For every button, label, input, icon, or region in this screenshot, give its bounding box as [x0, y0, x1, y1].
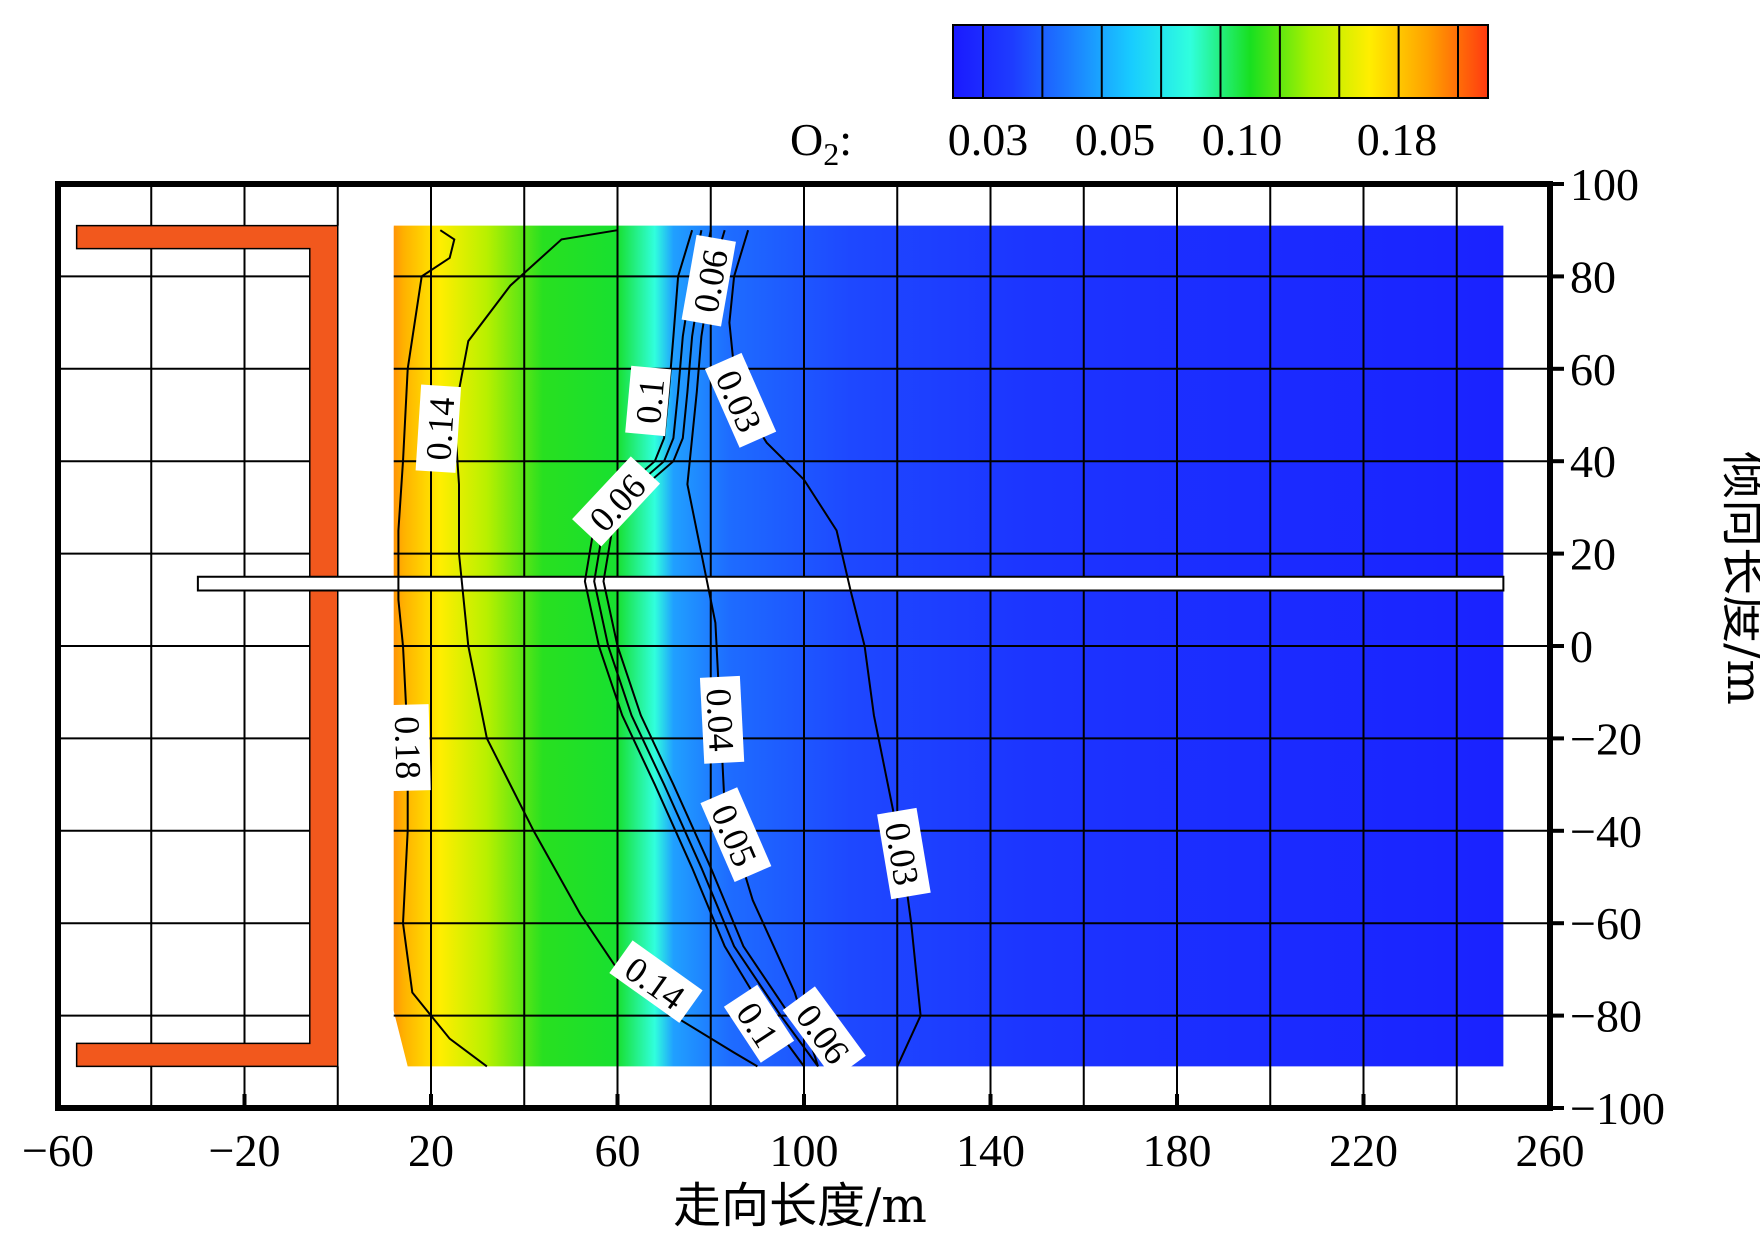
x-tick-label: −60 — [22, 1125, 94, 1176]
colorbar-tick-labels: 0.03 0.05 0.10 0.18 — [948, 114, 1438, 165]
contour-line-0.04 — [686, 229, 819, 1067]
contour-label-text: 0.04 — [699, 687, 742, 752]
colorbar-tick-label: 0.18 — [1357, 114, 1438, 165]
x-tick-label: 20 — [408, 1125, 454, 1176]
contour-label-0.1: 0.1 — [625, 365, 672, 437]
x-tick-label: 260 — [1516, 1125, 1585, 1176]
colorbar-tick-label: 0.05 — [1075, 114, 1156, 165]
y-tick-label: −60 — [1570, 898, 1642, 949]
contour-line-0.06 — [593, 230, 819, 1067]
y-axis-title: 倾向长度/m — [1716, 451, 1760, 705]
contour-labels: 0.180.140.140.10.10.060.060.060.050.040.… — [387, 234, 931, 1080]
x-tick-label: 220 — [1329, 1125, 1398, 1176]
working-face-roadway — [75, 224, 339, 1068]
contour-line-0.1 — [583, 229, 805, 1067]
x-tick-label: −20 — [209, 1125, 281, 1176]
colorbar-tick-label: 0.10 — [1202, 114, 1283, 165]
contour-label-0.14: 0.14 — [415, 384, 462, 473]
contour-label-0.06: 0.06 — [572, 456, 661, 547]
contour-label-text: 0.14 — [418, 396, 462, 461]
contour-label-0.04: 0.04 — [699, 675, 745, 764]
x-tick-label: 100 — [770, 1125, 839, 1176]
colorbar-title: O2: — [790, 114, 852, 172]
colorbar-dividers — [982, 25, 1459, 98]
y-tick-label: 20 — [1570, 529, 1616, 580]
contour-label-0.18: 0.18 — [387, 704, 431, 792]
y-tick-label: −80 — [1570, 991, 1642, 1042]
colorbar-quantity: O — [790, 114, 823, 165]
contour-line-0.18 — [397, 229, 488, 1068]
colorbar-subscript: 2 — [823, 136, 839, 172]
y-tick-label: −20 — [1570, 713, 1642, 764]
y-tick-label: 100 — [1570, 159, 1639, 210]
x-tick-label: 60 — [595, 1125, 641, 1176]
contour-label-text: 0.1 — [628, 377, 672, 425]
grid-lines — [58, 184, 1550, 1108]
y-tick-label: −100 — [1570, 1083, 1665, 1134]
colorbar-tick-label: 0.03 — [948, 114, 1029, 165]
x-tick-label: 180 — [1143, 1125, 1212, 1176]
y-tick-label: 80 — [1570, 251, 1616, 302]
y-tick-label: 60 — [1570, 344, 1616, 395]
y-tick-label: 40 — [1570, 436, 1616, 487]
contour-line-0.05 — [602, 230, 829, 1067]
cut-through-roadway — [196, 575, 1505, 592]
x-axis: −60 −20 20 60 100 140 180 220 260 — [22, 1094, 1585, 1176]
y-tick-label: 0 — [1570, 621, 1593, 672]
x-axis-title: 走向长度/m — [673, 1178, 927, 1234]
x-tick-label: 140 — [956, 1125, 1025, 1176]
y-axis: 100 80 60 40 20 0 −20 −40 −60 −80 −100 — [1550, 159, 1665, 1134]
contour-label-0.06: 0.06 — [681, 234, 736, 327]
contour-label-text: 0.18 — [387, 716, 429, 780]
y-tick-label: −40 — [1570, 806, 1642, 857]
colorbar-legend: O2: 0.03 0.05 0.10 0.18 — [790, 24, 1489, 172]
colorbar-suffix: : — [839, 114, 852, 165]
